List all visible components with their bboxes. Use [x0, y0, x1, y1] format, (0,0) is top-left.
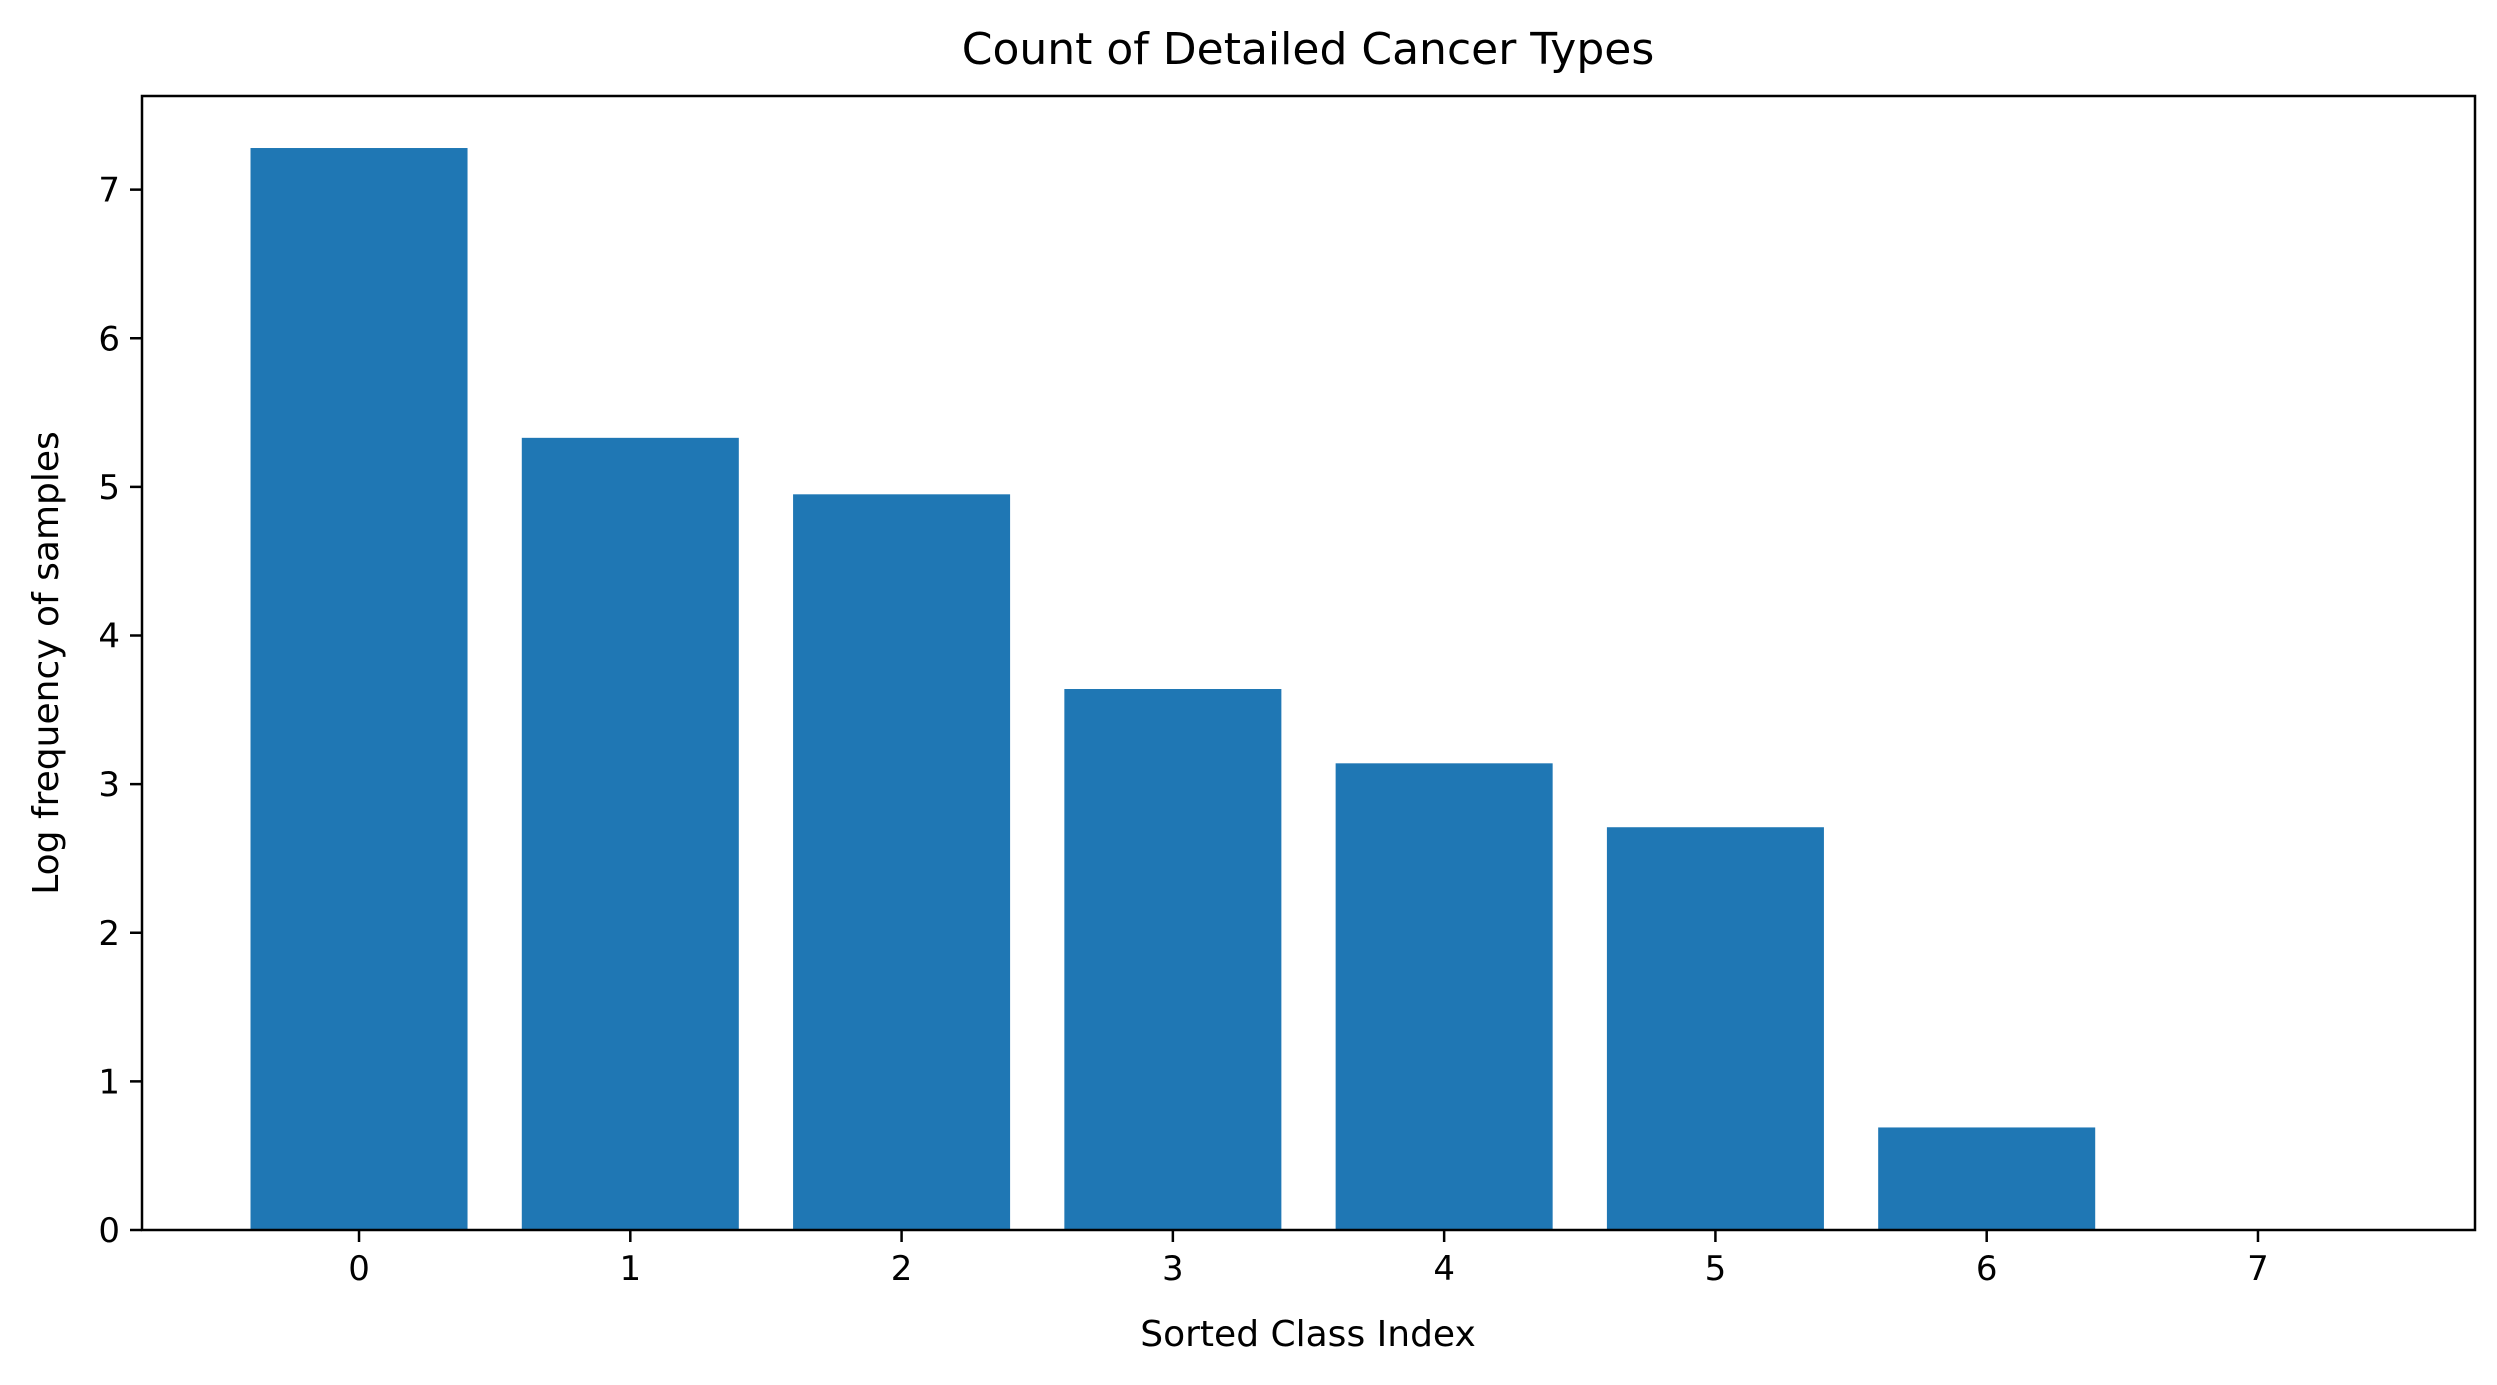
- bar-4: [1335, 763, 1553, 1230]
- y-tick-label: 0: [98, 1211, 120, 1251]
- y-axis-label: Log frequency of samples: [26, 431, 67, 895]
- bar-2: [793, 494, 1011, 1231]
- bars-layer: [250, 148, 2096, 1231]
- y-tick-label: 1: [98, 1062, 120, 1102]
- x-tick-label: 1: [619, 1249, 641, 1289]
- chart-title: Count of Detailed Cancer Types: [962, 24, 1655, 75]
- x-axis-label: Sorted Class Index: [1140, 1314, 1476, 1355]
- bar-1: [521, 437, 739, 1231]
- bar-3: [1064, 689, 1282, 1230]
- bar-0: [250, 148, 468, 1231]
- plot-frame: [140, 94, 2477, 1232]
- x-tick-label: 5: [1705, 1249, 1727, 1289]
- x-tick-label: 3: [1162, 1249, 1184, 1289]
- y-tick-label: 6: [98, 319, 120, 359]
- x-tick-label: 7: [2247, 1249, 2269, 1289]
- bar-6: [1878, 1127, 2096, 1230]
- x-tick-label: 6: [1976, 1249, 1998, 1289]
- x-tick-label: 2: [891, 1249, 913, 1289]
- x-tick-label: 0: [348, 1249, 370, 1289]
- y-tick-label: 2: [98, 914, 120, 954]
- x-tick-label: 4: [1433, 1249, 1455, 1289]
- ticks-layer: 0 1 2 3 4 5 6 7 0 1 2 3 4 5 6 7: [98, 171, 2268, 1289]
- y-tick-label: 7: [98, 171, 120, 211]
- y-tick-label: 4: [98, 617, 120, 657]
- y-tick-label: 5: [98, 468, 120, 508]
- y-tick-label: 3: [98, 765, 120, 805]
- bar-5: [1606, 827, 1824, 1230]
